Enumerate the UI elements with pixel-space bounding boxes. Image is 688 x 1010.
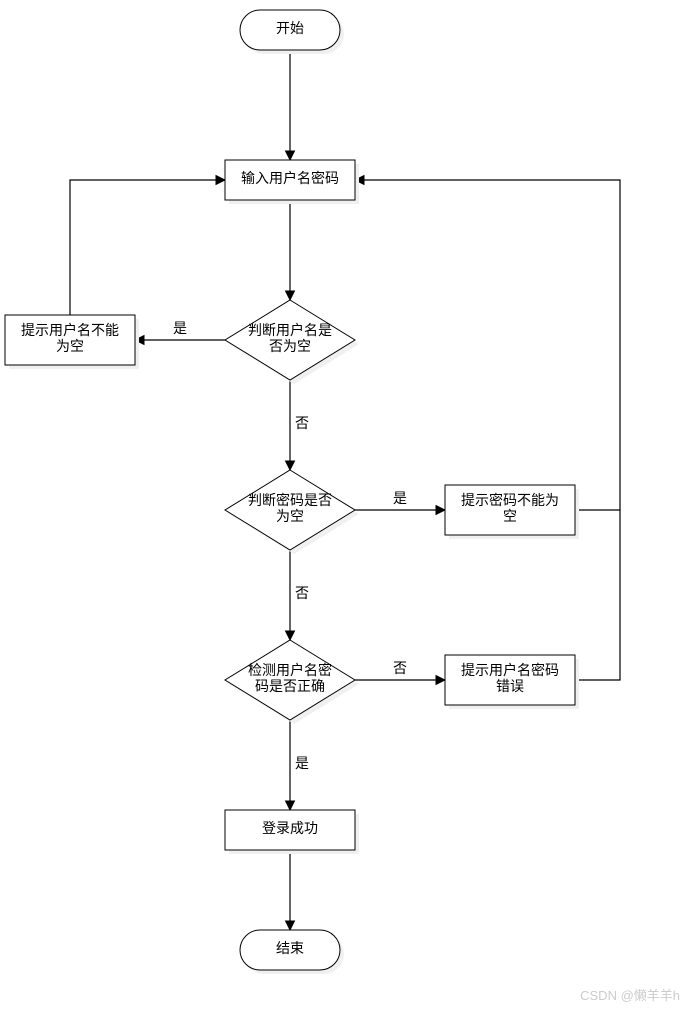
- hint_pass-label: 空: [503, 509, 517, 525]
- input-label: 输入用户名密码: [241, 170, 339, 187]
- hint_err-label: 错误: [496, 679, 524, 695]
- edge-label: 否: [295, 417, 309, 432]
- hint_user-label: 提示用户名不能: [21, 322, 119, 339]
- hint_pass-label: 提示密码不能为: [461, 492, 559, 509]
- edge-label: 是: [295, 757, 309, 772]
- edge-label: 否: [295, 587, 309, 602]
- d_user-label: 判断用户名是: [248, 322, 332, 339]
- d_pass-label: 为空: [276, 509, 304, 525]
- edge-label: 是: [173, 322, 187, 337]
- watermark-text: CSDN @懒羊羊h: [580, 988, 680, 1003]
- end-label: 结束: [276, 941, 304, 957]
- d_check-label: 码是否正确: [255, 679, 325, 695]
- nodes-layer: 开始输入用户名密码判断用户名是否为空判断密码是否为空检测用户名密码是否正确登录成…: [5, 10, 579, 974]
- flow-edge: [70, 180, 225, 315]
- success-label: 登录成功: [262, 821, 318, 837]
- flowchart-canvas: 否否是是是否开始输入用户名密码判断用户名是否为空判断密码是否为空检测用户名密码是…: [0, 0, 688, 1010]
- d_user-label: 否为空: [269, 339, 311, 355]
- flow-edge: [575, 510, 620, 680]
- d_check-label: 检测用户名密: [248, 662, 332, 679]
- flow-edge: [355, 180, 620, 510]
- edge-label: 是: [393, 492, 407, 507]
- start-label: 开始: [276, 21, 304, 37]
- hint_user-label: 为空: [56, 339, 84, 355]
- edge-label: 否: [393, 662, 407, 677]
- hint_err-label: 提示用户名密码: [461, 662, 559, 679]
- d_pass-label: 判断密码是否: [248, 492, 332, 509]
